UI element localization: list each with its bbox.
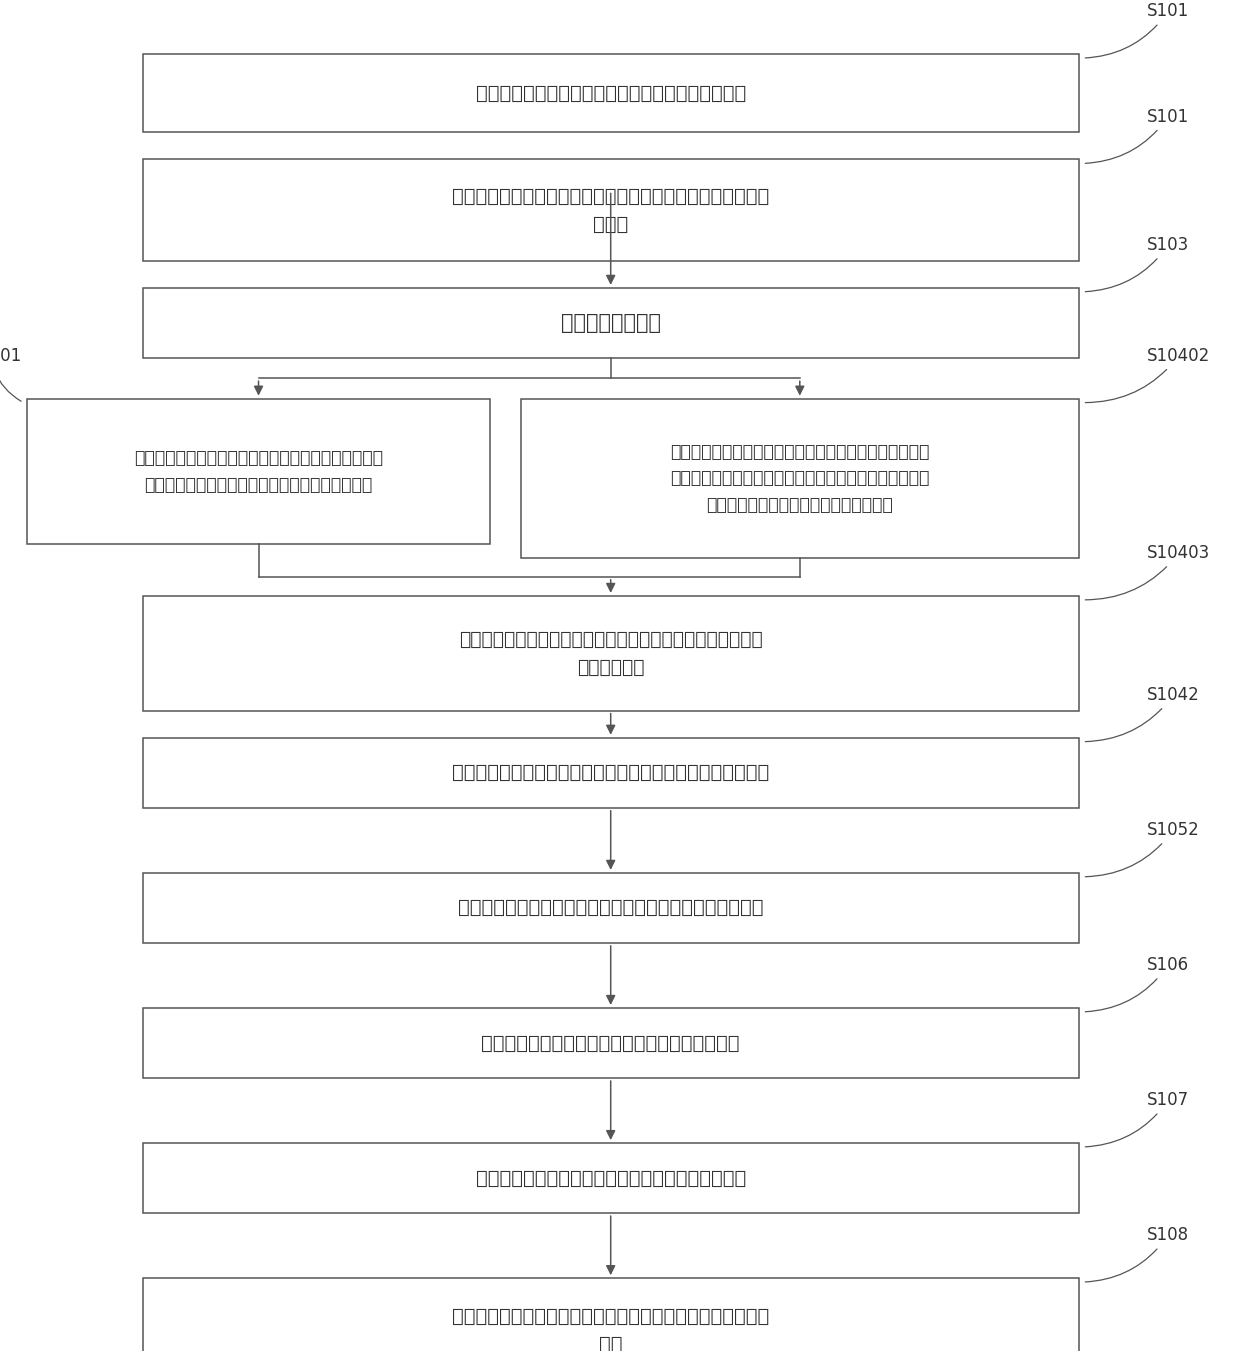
Text: S1052: S1052 [1085, 821, 1200, 877]
Text: 预设数据处理步骤: 预设数据处理步骤 [560, 313, 661, 332]
Text: 获取工业设备在目标设定时间内的目标运行参数数据: 获取工业设备在目标设定时间内的目标运行参数数据 [476, 1169, 745, 1188]
Bar [143, 596, 1079, 711]
Bar [143, 159, 1079, 261]
Text: 依次推荐目标步骤执行列表中的排序从前至后的数据处理步骤: 依次推荐目标步骤执行列表中的排序从前至后的数据处理步骤 [453, 763, 769, 782]
Text: 根据数据库中存储的工业设备的历史工作流，统计出紧接
排序在一个数据处理步骤之后的其他数据处理步骤出现的
频次，并根据频次得到第二步骤执行列表: 根据数据库中存储的工业设备的历史工作流，统计出紧接 排序在一个数据处理步骤之后的… [670, 443, 930, 513]
Bar [143, 1278, 1079, 1351]
Text: S10401: S10401 [0, 347, 22, 401]
Text: 获取工业设备在历史设定时间内的历史运行参数数据: 获取工业设备在历史设定时间内的历史运行参数数据 [476, 84, 745, 103]
Text: 依次根据推荐的数据处理步骤对历史运行参数数据进行处理: 依次根据推荐的数据处理步骤对历史运行参数数据进行处理 [458, 898, 764, 917]
Text: S1042: S1042 [1085, 686, 1200, 742]
Text: S101: S101 [1085, 3, 1189, 58]
Text: S107: S107 [1085, 1092, 1189, 1147]
Text: S106: S106 [1085, 957, 1189, 1012]
Text: S10402: S10402 [1085, 347, 1210, 403]
Text: S10403: S10403 [1085, 544, 1210, 600]
Bar [143, 54, 1079, 132]
Bar [143, 1008, 1079, 1078]
Text: 对历史运行参数数据进行特征分析处理，获取历史运行参数特
征信息: 对历史运行参数数据进行特征分析处理，获取历史运行参数特 征信息 [453, 186, 769, 234]
Text: S108: S108 [1085, 1227, 1189, 1282]
Text: 根据处理后的历史运行参数数据建立状态预测模型: 根据处理后的历史运行参数数据建立状态预测模型 [481, 1034, 740, 1052]
Bar [143, 1143, 1079, 1213]
Bar [143, 873, 1079, 943]
Text: S101: S101 [1085, 108, 1189, 163]
Text: S103: S103 [1085, 236, 1189, 292]
Bar [143, 288, 1079, 358]
Text: 将目标运行参数数据输入至状态预测模型预测工业设备的运行
状态: 将目标运行参数数据输入至状态预测模型预测工业设备的运行 状态 [453, 1308, 769, 1351]
Bar [521, 399, 1079, 558]
Text: 根据不同的历史运行参数特征信息的处理优先级将对应
的数据处理步骤依次排序，形成第一步骤执行列表: 根据不同的历史运行参数特征信息的处理优先级将对应 的数据处理步骤依次排序，形成第… [134, 450, 383, 493]
Bar [143, 738, 1079, 808]
Bar [27, 399, 490, 544]
Text: 将第一步骤执行列表和第二步骤执行列表进行整合，获取目标
步骤执行列表: 将第一步骤执行列表和第二步骤执行列表进行整合，获取目标 步骤执行列表 [459, 630, 763, 677]
